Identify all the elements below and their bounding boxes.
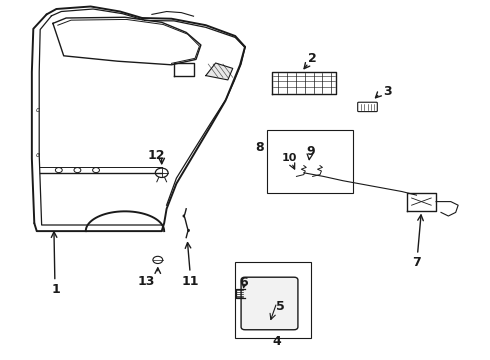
Text: 1: 1 xyxy=(52,283,61,296)
Text: 13: 13 xyxy=(137,275,155,288)
Text: 5: 5 xyxy=(276,300,285,313)
Text: 10: 10 xyxy=(281,153,297,163)
Text: 11: 11 xyxy=(181,275,199,288)
Bar xyxy=(267,130,353,193)
Bar xyxy=(235,262,311,338)
Text: 9: 9 xyxy=(307,145,316,158)
Text: 4: 4 xyxy=(272,335,281,348)
Text: c: c xyxy=(36,152,40,158)
Text: 2: 2 xyxy=(308,52,317,65)
Text: 3: 3 xyxy=(383,85,392,98)
Text: 6: 6 xyxy=(240,276,248,289)
Text: c: c xyxy=(36,107,40,113)
Text: 7: 7 xyxy=(412,256,421,269)
Text: 12: 12 xyxy=(147,149,165,162)
Polygon shape xyxy=(206,63,233,80)
FancyBboxPatch shape xyxy=(241,277,298,330)
FancyBboxPatch shape xyxy=(358,102,377,112)
Text: 8: 8 xyxy=(255,141,264,154)
